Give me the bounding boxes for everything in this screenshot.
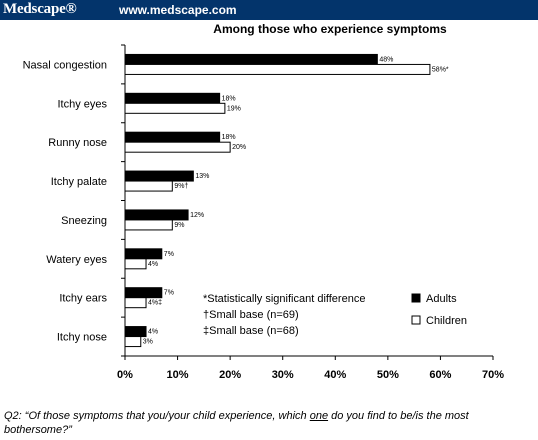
footnote: ‡Small base (n=68): [203, 325, 299, 337]
children-data-label: 9%†: [174, 183, 188, 190]
question-emphasis: one: [309, 410, 329, 422]
legend-adults-label: Adults: [426, 293, 457, 305]
horizontal-bar-chart: 0% 10% 20% 30% 40% 50% 60% 70% Nasal congestion 4…: [23, 44, 504, 381]
children-data-label: 3%: [143, 339, 153, 346]
header-banner: Medscape® www.medscape.com: [0, 0, 538, 20]
question-suffix: do you find to be/is the most bothersome…: [4, 410, 469, 436]
adults-data-label: 7%: [164, 290, 174, 297]
children-data-label: 20%: [232, 144, 246, 151]
children-data-label: 4%: [148, 261, 158, 268]
chart-title: Among those who experience symptoms: [213, 22, 447, 36]
legend-children-swatch: [411, 315, 421, 325]
children-data-label: 19%: [227, 105, 241, 112]
legend-adults-swatch: [411, 293, 421, 303]
adults-bar: [124, 209, 189, 221]
survey-question: Q2: “Of those symptoms that you/your chi…: [4, 409, 536, 437]
children-bar: [124, 141, 231, 153]
category-label: Itchy nose: [57, 332, 107, 344]
x-tick-label: 70%: [482, 369, 504, 381]
children-bar: [124, 180, 173, 192]
adults-data-label: 4%: [148, 329, 158, 336]
children-data-label: 58%*: [432, 66, 449, 73]
adults-data-label: 48%: [379, 56, 393, 63]
question-prefix: Q2: “Of those symptoms that you/your chi…: [4, 410, 310, 422]
children-bar: [124, 63, 431, 75]
children-bar: [124, 297, 147, 309]
category-label: Nasal congestion: [23, 59, 107, 71]
children-bar: [124, 258, 147, 270]
x-tick-label: 60%: [429, 369, 451, 381]
adults-bar: [124, 131, 221, 143]
x-tick-label: 0%: [117, 369, 133, 381]
adults-data-label: 18%: [222, 134, 236, 141]
category-label: Itchy eyes: [57, 98, 107, 110]
legend-children-label: Children: [426, 315, 467, 327]
x-tick-label: 30%: [272, 369, 294, 381]
adults-data-label: 7%: [164, 251, 174, 258]
category-label: Watery eyes: [46, 254, 107, 266]
category-label: Itchy palate: [51, 176, 107, 188]
x-tick-label: 20%: [219, 369, 241, 381]
children-bar: [124, 219, 173, 231]
adults-bar: [124, 92, 221, 104]
category-label: Itchy ears: [59, 293, 107, 305]
category-label: Sneezing: [61, 215, 107, 227]
children-bar: [124, 336, 142, 348]
children-bar: [124, 102, 226, 114]
x-tick-label: 10%: [167, 369, 189, 381]
adults-bar: [124, 53, 378, 65]
adults-bar: [124, 287, 163, 299]
site-url[interactable]: www.medscape.com: [119, 3, 237, 17]
adults-data-label: 13%: [195, 173, 209, 180]
children-data-label: 9%: [174, 222, 184, 229]
adults-bar: [124, 170, 194, 182]
adults-data-label: 18%: [222, 95, 236, 102]
adults-data-label: 12%: [190, 212, 204, 219]
footnote: †Small base (n=69): [203, 309, 299, 321]
footnote: *Statistically significant difference: [203, 293, 365, 305]
adults-bar: [124, 248, 163, 260]
x-tick-label: 50%: [377, 369, 399, 381]
category-label: Runny nose: [48, 137, 107, 149]
medscape-logo[interactable]: Medscape®: [3, 1, 77, 17]
children-data-label: 4%‡: [148, 300, 162, 307]
x-tick-label: 40%: [324, 369, 346, 381]
adults-bar: [124, 326, 147, 338]
